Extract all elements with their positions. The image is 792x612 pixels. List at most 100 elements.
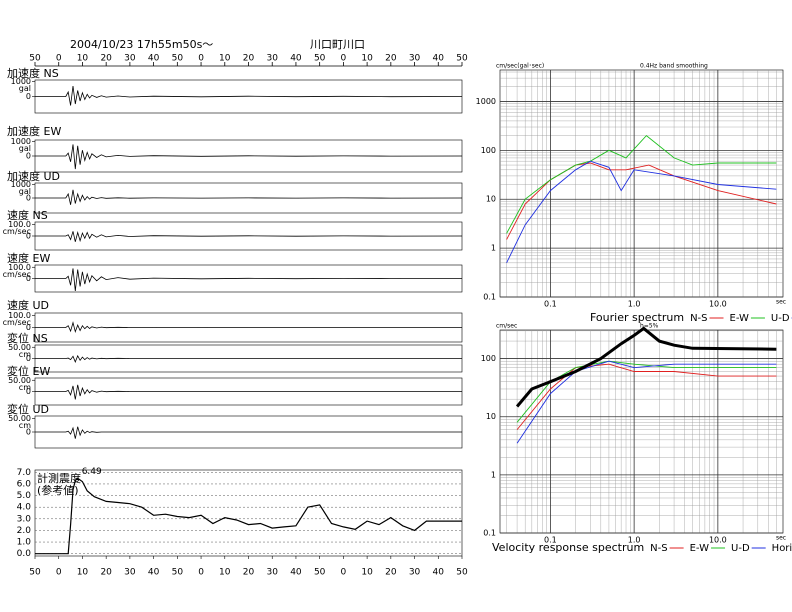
x-tick-label: 1.0 — [628, 300, 641, 309]
y-tick-label: 5.0 — [17, 491, 32, 501]
x-tick-label: 20 — [385, 568, 397, 578]
x-tick-label: 30 — [409, 54, 421, 64]
y-tick-label: 1 — [491, 244, 496, 253]
x-tick-label: 0 — [198, 568, 204, 578]
panel-label: 加速度 UD — [7, 169, 60, 183]
x-tick-label: 40 — [433, 568, 445, 578]
x-tick-label: 10 — [219, 54, 231, 64]
x-tick-label: 0.1 — [544, 300, 557, 309]
panel-label: 変位 NS — [7, 331, 48, 345]
legend-label: U-D — [731, 543, 750, 554]
x-tick-label: 0.1 — [544, 536, 557, 545]
panel-label: 速度 UD — [7, 298, 49, 312]
unit-label: cm — [19, 350, 31, 359]
panel-label: 速度 EW — [7, 251, 50, 265]
station-name: 川口町川口 — [310, 38, 365, 51]
y-tick-label: 1000 — [11, 137, 31, 146]
y-unit: cm/sec(gal･sec) — [496, 63, 544, 70]
y-tick-label: 0.0 — [17, 549, 32, 559]
spectrum-line — [506, 134, 777, 234]
x-tick-label: 10 — [361, 568, 373, 578]
unit-label: gal — [19, 144, 31, 153]
waveform-trace — [35, 268, 462, 291]
y-tick-label: 0 — [26, 323, 31, 332]
y-unit: cm/sec — [496, 323, 517, 330]
y-tick-label: 6.0 — [17, 479, 32, 489]
x-tick-label: 50 — [314, 568, 326, 578]
legend-label: N-S — [650, 543, 667, 554]
waveform-trace — [35, 85, 462, 106]
smoothing-note: h=5% — [640, 323, 659, 330]
x-tick-label: 30 — [124, 54, 136, 64]
y-tick-label: 7.0 — [17, 468, 32, 478]
intensity-label: (参考値) — [37, 483, 79, 497]
y-tick-label: 10 — [486, 412, 496, 421]
legend-label: E-W — [730, 313, 750, 324]
waveform-trace — [35, 426, 462, 439]
x-tick-label: 50 — [456, 568, 468, 578]
y-tick-label: 50.00 — [8, 343, 31, 352]
x-tick-label: 10 — [77, 568, 89, 578]
record-date: 2004/10/23 17h55m50s～ — [70, 38, 213, 51]
y-tick-label: 1000 — [11, 77, 31, 86]
x-tick-label: 40 — [433, 54, 445, 64]
y-tick-label: 0 — [26, 92, 31, 101]
y-tick-label: 0 — [26, 194, 31, 203]
intensity-box — [34, 469, 463, 557]
x-tick-label: 10 — [361, 54, 373, 64]
panel-label: 速度 NS — [7, 208, 48, 222]
y-tick-label: 1.0 — [17, 538, 32, 548]
x-tick-label: 40 — [148, 54, 160, 64]
y-tick-label: 0 — [26, 354, 31, 363]
unit-label: cm/sec — [3, 270, 31, 279]
x-tick-label: 20 — [243, 568, 255, 578]
spectrum-line — [516, 360, 777, 423]
y-tick-label: 50.00 — [8, 376, 31, 385]
y-tick-label: 0.1 — [483, 529, 496, 538]
x-tick-label: 1.0 — [628, 536, 641, 545]
y-tick-label: 0 — [26, 232, 31, 241]
y-tick-label: 50.00 — [8, 414, 31, 423]
x-tick-label: 10.0 — [709, 300, 727, 309]
panel-label: 加速度 EW — [7, 124, 61, 138]
x-tick-label: 30 — [409, 568, 421, 578]
legend-label: Horizon — [772, 543, 792, 554]
x-tick-label: 40 — [290, 54, 302, 64]
y-tick-label: 100 — [481, 354, 496, 363]
x-tick-label: 40 — [148, 568, 160, 578]
unit-label: gal — [19, 84, 31, 93]
x-tick-label: 20 — [243, 54, 255, 64]
waveform-trace — [35, 354, 462, 363]
y-tick-label: 3.0 — [17, 514, 32, 524]
x-tick-label: 0 — [341, 54, 347, 64]
y-tick-label: 1000 — [11, 180, 31, 189]
y-tick-label: 1 — [491, 470, 496, 479]
y-tick-label: 0 — [26, 428, 31, 437]
legend-label: N-S — [690, 313, 707, 324]
waveform-trace — [35, 384, 462, 400]
spectrum-line — [515, 326, 777, 408]
y-tick-label: 0.1 — [483, 293, 496, 302]
x-unit: sec — [776, 535, 786, 542]
legend-label: E-W — [690, 543, 710, 554]
y-tick-label: 100.0 — [8, 311, 31, 320]
x-tick-label: 50 — [172, 54, 184, 64]
legend-title: Velocity response spectrum — [492, 541, 644, 554]
x-unit: sec — [776, 299, 786, 306]
legend-title: Fourier spectrum — [590, 311, 684, 324]
y-tick-label: 10 — [486, 195, 496, 204]
x-tick-label: 50 — [172, 568, 184, 578]
y-tick-label: 0 — [26, 152, 31, 161]
x-tick-label: 50 — [314, 54, 326, 64]
intensity-line — [35, 477, 462, 555]
unit-label: cm/sec — [3, 318, 31, 327]
panel-label: 変位 EW — [7, 364, 50, 378]
x-tick-label: 0 — [198, 54, 204, 64]
unit-label: gal — [19, 187, 31, 196]
x-tick-label: 40 — [290, 568, 302, 578]
x-tick-label: 20 — [100, 568, 112, 578]
x-tick-label: 10.0 — [709, 536, 727, 545]
panel-label: 変位 UD — [7, 402, 49, 416]
x-tick-label: 30 — [266, 568, 278, 578]
